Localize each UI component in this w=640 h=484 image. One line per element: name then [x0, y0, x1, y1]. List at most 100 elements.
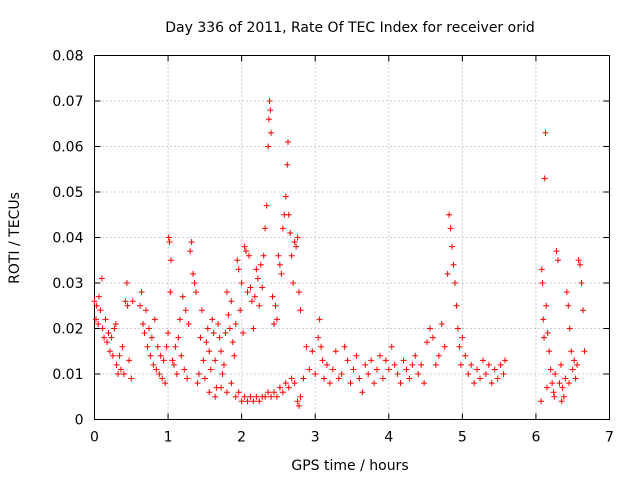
data-point — [452, 280, 458, 286]
data-point — [329, 366, 336, 373]
data-point — [468, 361, 475, 368]
data-point — [248, 298, 255, 305]
data-point — [291, 380, 298, 387]
data-point — [129, 298, 136, 305]
data-point — [344, 357, 351, 364]
data-point — [421, 380, 428, 387]
x-tick-label: 2 — [237, 430, 246, 446]
data-point — [454, 325, 461, 332]
data-point — [203, 339, 210, 346]
data-point — [124, 302, 131, 309]
data-point — [471, 380, 478, 387]
data-point — [284, 161, 291, 168]
data-point — [321, 375, 328, 382]
data-point — [218, 348, 225, 355]
data-point — [450, 261, 457, 268]
y-tick-label: 0.06 — [52, 140, 83, 156]
data-point — [562, 375, 569, 382]
data-point — [279, 389, 286, 396]
data-point — [502, 357, 509, 364]
data-point — [166, 239, 173, 246]
data-point — [319, 357, 326, 364]
data-point — [284, 138, 291, 145]
data-point — [276, 384, 283, 391]
data-point — [456, 343, 463, 350]
data-point — [253, 393, 260, 400]
data-point — [538, 266, 545, 273]
data-point — [332, 348, 339, 355]
data-point — [157, 352, 164, 359]
data-point — [140, 320, 147, 327]
data-point — [551, 393, 558, 400]
data-point — [92, 316, 99, 323]
data-point — [371, 380, 378, 387]
data-point — [175, 334, 182, 341]
data-point — [216, 334, 223, 341]
data-point — [165, 234, 172, 241]
data-point — [235, 389, 242, 396]
data-point — [238, 280, 245, 286]
y-tick-label: 0.07 — [52, 94, 83, 110]
data-point — [223, 389, 230, 396]
data-point — [187, 248, 194, 255]
data-point — [312, 371, 319, 377]
data-point — [195, 371, 202, 377]
x-tick-label: 4 — [384, 430, 393, 446]
data-point — [547, 366, 554, 373]
data-point — [338, 371, 345, 377]
x-tick-label: 1 — [164, 430, 173, 446]
data-point — [543, 302, 550, 309]
data-point — [250, 325, 257, 332]
data-point — [491, 366, 498, 373]
data-point — [207, 366, 214, 373]
data-point — [279, 225, 286, 232]
data-point — [296, 402, 303, 409]
data-point — [541, 334, 548, 341]
data-point — [113, 361, 120, 368]
data-point — [581, 348, 588, 355]
data-point — [296, 289, 303, 296]
data-point — [385, 366, 392, 373]
data-point — [500, 371, 507, 377]
data-point — [556, 380, 563, 387]
data-point — [543, 384, 550, 391]
data-point — [170, 361, 177, 368]
data-point — [117, 366, 124, 373]
data-point — [185, 320, 192, 327]
data-point — [293, 243, 300, 250]
data-point — [251, 293, 258, 300]
data-point — [303, 343, 310, 350]
data-point — [102, 316, 109, 323]
data-point — [115, 371, 122, 377]
data-point — [201, 375, 208, 382]
data-point — [188, 239, 195, 246]
data-point — [290, 280, 297, 286]
data-point — [494, 375, 501, 382]
data-point — [212, 357, 219, 364]
data-point — [418, 361, 425, 368]
data-point — [253, 266, 260, 273]
data-point — [580, 307, 587, 314]
data-point — [265, 116, 272, 123]
data-point — [220, 361, 227, 368]
data-point — [95, 293, 102, 300]
data-point — [557, 361, 564, 368]
data-point — [184, 375, 191, 382]
data-point — [265, 389, 272, 396]
data-point — [341, 343, 348, 350]
data-point — [198, 307, 205, 314]
data-point — [482, 371, 489, 377]
data-point — [122, 298, 129, 305]
data-point — [540, 316, 547, 323]
data-point — [353, 352, 360, 359]
data-point — [267, 107, 274, 114]
data-point — [365, 371, 372, 377]
data-point — [181, 366, 188, 373]
data-point — [243, 248, 250, 255]
data-point — [459, 334, 466, 341]
data-point — [265, 143, 272, 150]
data-point — [123, 280, 130, 286]
data-point — [120, 371, 127, 377]
data-point — [241, 243, 248, 250]
data-point — [257, 261, 264, 268]
